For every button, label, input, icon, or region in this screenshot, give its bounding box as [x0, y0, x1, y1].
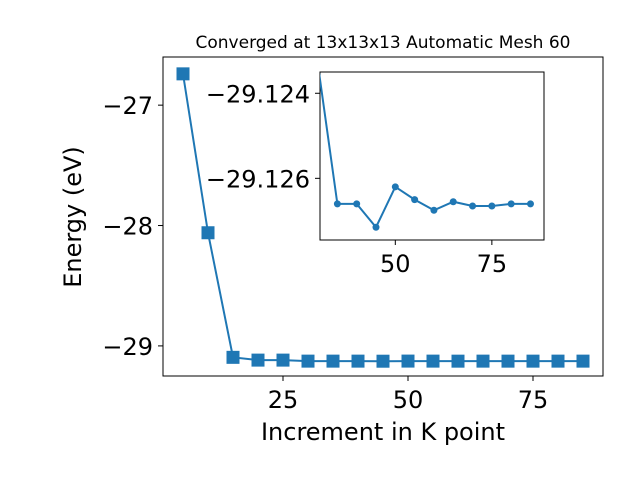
main-data-point: [176, 67, 190, 81]
inset-data-point: [391, 183, 399, 191]
main-data-point: [426, 354, 440, 368]
inset-data-point: [526, 200, 534, 208]
main-data-point: [526, 354, 540, 368]
inset-y-tick-label: −29.126: [206, 165, 310, 193]
main-data-point: [451, 354, 465, 368]
main-data-point: [501, 354, 515, 368]
chart-title: Converged at 13x13x13 Automatic Mesh 60: [196, 33, 571, 53]
main-data-point: [576, 354, 590, 368]
main-data-point: [476, 354, 490, 368]
main-x-tick-label: 50: [393, 386, 424, 414]
inset-data-point: [353, 200, 361, 208]
y-axis-label: Energy (eV): [59, 146, 87, 288]
main-y-tick-label: −28: [102, 213, 153, 241]
inset-data-point: [333, 200, 341, 208]
x-axis-label: Increment in K point: [261, 418, 505, 446]
main-data-point: [376, 354, 390, 368]
main-x-tick-label: 25: [268, 386, 299, 414]
main-data-point: [326, 354, 340, 368]
inset-y-tick-label: −29.124: [206, 80, 310, 108]
inset-data-point: [372, 223, 380, 231]
inset-frame: [319, 71, 545, 241]
main-data-point: [551, 354, 565, 368]
main-data-point: [226, 350, 240, 364]
main-x-tick-label: 75: [518, 386, 549, 414]
inset-plot-area: 50 75 −29.126 −29.124: [206, 71, 545, 278]
main-data-point: [251, 353, 265, 367]
main-y-tick-label: −27: [102, 92, 153, 120]
main-data-point: [276, 353, 290, 367]
inset-data-point: [469, 202, 477, 210]
main-data-point: [301, 354, 315, 368]
inset-x-tick-label: 50: [380, 250, 411, 278]
main-data-point: [201, 226, 215, 240]
inset-data-point: [507, 200, 515, 208]
main-y-tick-label: −29: [102, 333, 153, 361]
inset-data-point: [488, 202, 496, 210]
inset-data-point: [411, 196, 419, 204]
inset-data-point: [449, 198, 457, 206]
inset-data-point: [430, 206, 438, 214]
inset-x-tick-label: 75: [477, 250, 508, 278]
main-data-point: [401, 354, 415, 368]
main-data-point: [351, 354, 365, 368]
